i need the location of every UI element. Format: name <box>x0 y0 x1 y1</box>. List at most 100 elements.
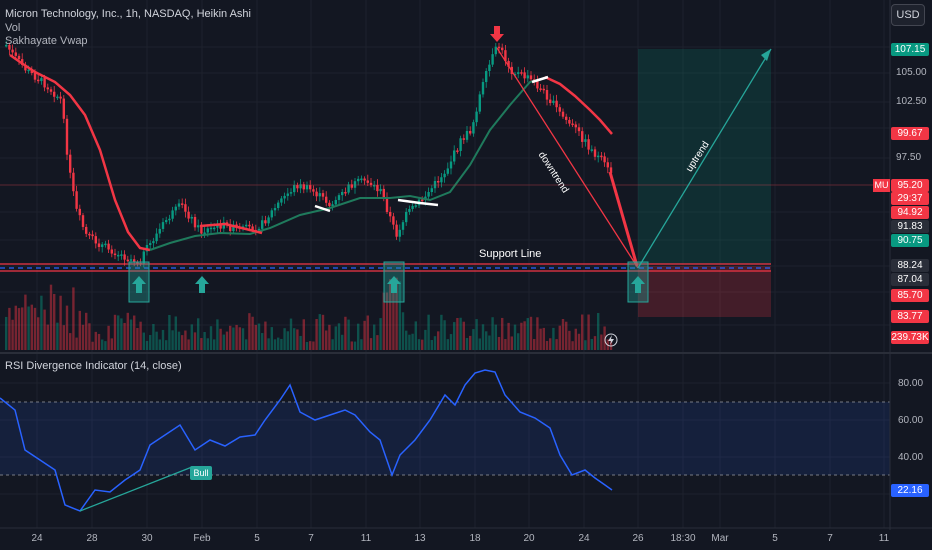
candle <box>46 87 49 90</box>
volume-bar <box>587 314 590 350</box>
candle <box>56 96 59 99</box>
vwap-white-segment-1 <box>314 204 331 213</box>
candle <box>49 89 53 92</box>
volume-bar <box>149 335 152 350</box>
candle <box>193 216 197 228</box>
candle <box>133 259 136 263</box>
time-label: 11 <box>878 533 890 544</box>
candle <box>267 217 270 224</box>
candle <box>497 46 501 49</box>
candle <box>337 195 341 200</box>
volume-bar <box>513 324 517 350</box>
candle <box>165 220 168 223</box>
candle <box>427 192 430 197</box>
volume-bar <box>558 325 561 350</box>
candle <box>94 236 97 244</box>
candle <box>459 138 462 151</box>
candle <box>389 212 392 217</box>
volume-bar <box>174 316 177 350</box>
volume-bar <box>494 324 497 350</box>
candle <box>517 72 520 74</box>
candle <box>475 111 478 123</box>
candle <box>222 222 225 229</box>
time-label: 5 <box>772 533 778 544</box>
volume-bar <box>142 332 145 350</box>
candle <box>577 127 581 132</box>
candle <box>113 253 117 256</box>
candle <box>433 180 437 189</box>
volume-bar <box>341 334 344 350</box>
volume-bar <box>561 318 565 350</box>
candle <box>430 188 433 193</box>
candle <box>325 196 328 203</box>
candle <box>40 78 43 82</box>
volume-bar <box>449 334 453 350</box>
candle <box>558 107 561 112</box>
candle <box>376 185 379 192</box>
volume-bar <box>309 341 312 350</box>
volume-bar <box>552 327 555 350</box>
volume-bar <box>331 339 334 350</box>
candle <box>85 226 88 234</box>
candle <box>174 206 177 211</box>
vwap-legend[interactable]: Sakhayate Vwap <box>5 35 88 47</box>
candle <box>197 225 200 228</box>
candle <box>65 118 69 155</box>
candle <box>360 178 363 181</box>
volume-bars <box>5 277 613 350</box>
volume-bar <box>113 314 117 350</box>
volume-bar <box>459 317 462 350</box>
currency-button[interactable]: USD <box>891 4 925 26</box>
time-label: 13 <box>414 533 426 544</box>
volume-bar <box>78 310 81 350</box>
volume-bar <box>248 313 251 350</box>
time-label: 7 <box>308 533 314 544</box>
volume-bar <box>286 331 289 350</box>
candle <box>11 49 14 53</box>
candles <box>5 40 613 268</box>
candle <box>590 149 593 151</box>
candle <box>581 131 584 142</box>
candle <box>565 116 568 120</box>
volume-bar <box>539 328 542 350</box>
time-label: 24 <box>31 533 43 544</box>
volume-bar <box>270 327 273 350</box>
candle <box>382 188 385 199</box>
price-tag-t2: 91.83 <box>891 220 929 233</box>
volume-bar <box>206 338 209 350</box>
volume-bar <box>453 322 456 350</box>
volume-bar <box>219 328 222 350</box>
candle <box>107 243 110 250</box>
stop-zone <box>638 266 771 317</box>
candle <box>401 222 405 230</box>
vol-legend[interactable]: Vol <box>5 22 21 34</box>
candle <box>161 222 165 229</box>
volume-bar <box>241 328 245 350</box>
volume-bar <box>549 338 552 350</box>
time-label: 11 <box>360 533 372 544</box>
volume-bar <box>171 330 174 350</box>
volume-bar <box>216 319 219 350</box>
rsi-band <box>0 402 890 475</box>
candle <box>190 216 193 219</box>
candle <box>462 138 465 140</box>
volume-bar <box>152 324 155 350</box>
candle <box>411 205 414 209</box>
rsi-title[interactable]: RSI Divergence Indicator (14, close) <box>5 360 182 372</box>
volume-bar <box>238 327 241 350</box>
candle <box>408 208 411 212</box>
volume-bar <box>517 333 520 350</box>
candle <box>69 154 72 173</box>
volume-bar <box>475 319 478 350</box>
candle <box>277 202 280 209</box>
candle <box>312 189 315 192</box>
volume-bar <box>293 328 296 350</box>
volume-bar <box>299 335 302 350</box>
candle <box>203 232 206 234</box>
price-tag-t3: 90.75 <box>891 234 929 247</box>
volume-bar <box>85 312 88 350</box>
volume-bar <box>565 321 568 350</box>
volume-bar <box>385 292 389 350</box>
volume-bar <box>571 341 574 350</box>
